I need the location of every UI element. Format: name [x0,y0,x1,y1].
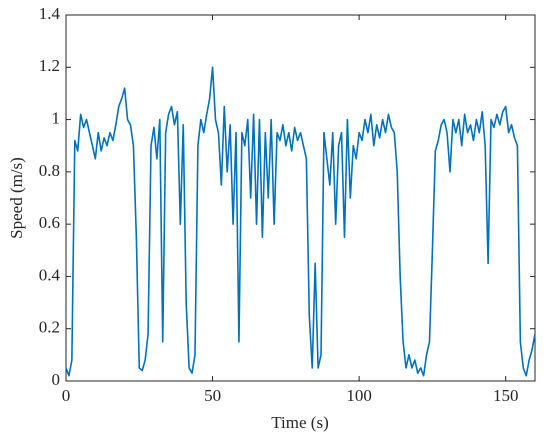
y-tick-label: 1.4 [39,4,61,23]
y-tick-label: 0.8 [39,161,60,180]
y-tick-label: 0 [52,370,61,389]
x-axis-label: Time (s) [271,413,328,432]
y-tick-label: 1.2 [39,56,60,75]
x-tick-label: 50 [204,386,221,405]
y-tick-label: 0.6 [39,213,60,232]
plot-frame [65,14,536,382]
y-tick-label: 1 [52,108,61,127]
x-tick-label: 100 [346,386,372,405]
x-tick-label: 0 [62,386,71,405]
data-line [65,66,536,377]
y-axis-label: Speed (m/s) [7,157,26,239]
x-tick-label: 150 [493,386,519,405]
y-tick-label: 0.4 [39,265,61,284]
y-tick-label: 0.2 [39,318,60,337]
